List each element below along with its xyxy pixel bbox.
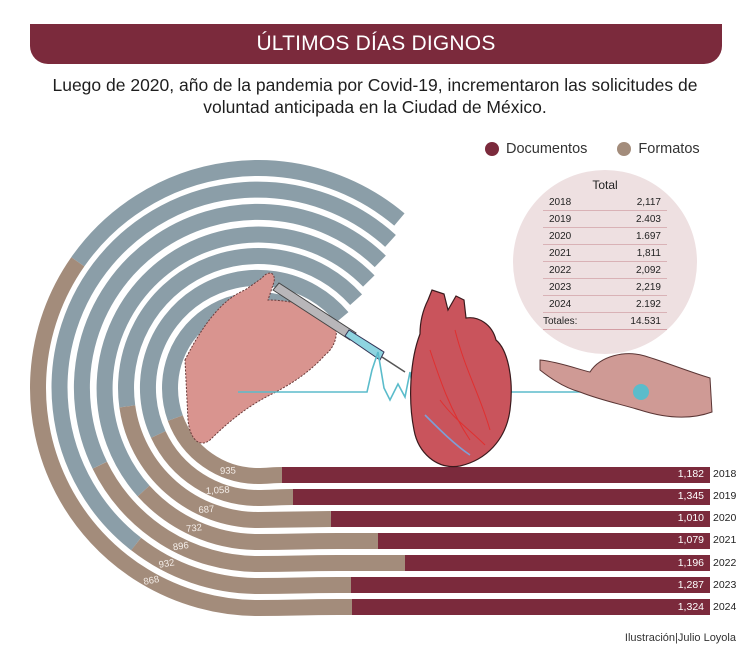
totals-value: 2.403 xyxy=(635,214,661,225)
totals-year: 2024 xyxy=(549,299,572,310)
documentos-value-2019: 1,345 xyxy=(677,490,704,502)
ring-2021: 732 xyxy=(96,226,710,551)
totals-row: 2023 2,219 xyxy=(543,279,667,296)
subtitle: Luego de 2020, año de la pandemia por Co… xyxy=(20,74,730,118)
legend-label-documentos: Documentos xyxy=(506,141,588,157)
totals-sum-row: Totales: 14.531 xyxy=(543,313,667,330)
pulse-dot-icon xyxy=(633,384,649,400)
ring-track-2021 xyxy=(96,226,375,497)
totals-year: 2021 xyxy=(549,248,572,259)
formatos-value-2019: 1,058 xyxy=(206,485,230,497)
documentos-dot-icon xyxy=(485,142,499,156)
year-label-2024: 2024 xyxy=(713,601,737,613)
documentos-value-2020: 1,010 xyxy=(677,512,704,524)
formatos-dot-icon xyxy=(617,142,632,156)
formatos-value-2023: 932 xyxy=(158,557,175,570)
formatos-segment-2024 xyxy=(30,257,352,617)
totals-row: 2022 2,092 xyxy=(543,262,667,279)
formatos-value-2021: 732 xyxy=(186,522,203,535)
year-label-2021: 2021 xyxy=(713,534,737,546)
totals-year: 2018 xyxy=(549,197,572,208)
totals-year: 2020 xyxy=(549,231,572,242)
legend-label-formatos: Formatos xyxy=(638,141,700,157)
documentos-value-2018: 1,182 xyxy=(677,468,704,480)
totals-year: 2023 xyxy=(549,282,572,293)
ring-2019: 1,058 xyxy=(139,269,710,507)
ring-track-2020 xyxy=(118,248,363,408)
holding-hands-illustration xyxy=(539,353,713,418)
ring-2022: 896 xyxy=(73,203,710,573)
hand-syringe-illustration xyxy=(184,272,406,444)
totals-row: 2020 1.697 xyxy=(543,228,667,245)
documentos-value-2024: 1,324 xyxy=(677,601,704,613)
year-label-2020: 2020 xyxy=(713,512,737,524)
syringe-barrel-icon xyxy=(272,282,357,341)
ring-2020: 687 xyxy=(118,248,710,529)
formatos-segment-2023 xyxy=(131,537,351,595)
totals-value: 2,219 xyxy=(635,282,661,293)
formatos-segment-2022 xyxy=(92,461,405,573)
year-label-2022: 2022 xyxy=(713,557,737,569)
documentos-value-2022: 1,196 xyxy=(677,557,704,569)
subtitle-line-2: voluntad anticipada en la Ciudad de Méxi… xyxy=(203,97,547,117)
totals-year: 2019 xyxy=(549,214,572,225)
formatos-segment-2018 xyxy=(167,415,283,485)
documentos-value-2021: 1,079 xyxy=(677,534,704,546)
formatos-segment-2021 xyxy=(137,485,378,551)
ring-track-2023 xyxy=(51,181,396,551)
totals-title: Total xyxy=(592,178,618,192)
ring-2024: 868 xyxy=(30,160,710,617)
heart-vessels-icon xyxy=(429,329,491,446)
heart-illustration xyxy=(410,289,512,468)
heart-icon xyxy=(410,289,512,468)
formatos-segment-2019 xyxy=(151,430,294,507)
year-label-2023: 2023 xyxy=(713,579,737,591)
subtitle-line-1: Luego de 2020, año de la pandemia por Co… xyxy=(52,75,698,95)
legend-item-documentos: Documentos xyxy=(485,141,587,157)
totals-table: Total 2018 2,117 2019 2.403 2020 1.697 2021… xyxy=(543,178,667,330)
ring-track-2019 xyxy=(139,269,349,438)
ring-track-2024 xyxy=(71,160,405,267)
totals-row: 2018 2,117 xyxy=(543,194,667,211)
formatos-value-2024: 868 xyxy=(143,574,161,588)
formatos-segment-2020 xyxy=(119,405,332,529)
totals-circle-background xyxy=(513,170,697,354)
syringe-liquid-icon xyxy=(344,329,385,361)
syringe-needle-icon xyxy=(381,356,406,373)
totals-value: 2,092 xyxy=(635,265,661,276)
illustration-credit: Ilustración|Julio Loyola xyxy=(624,632,736,644)
year-label-2019: 2019 xyxy=(713,490,737,502)
totals-sum-label: Totales: xyxy=(543,316,578,327)
totals-sum-value: 14.531 xyxy=(630,316,661,327)
ring-2023: 932 xyxy=(51,181,710,595)
formatos-value-2018: 935 xyxy=(220,465,236,477)
formatos-value-2020: 687 xyxy=(198,504,215,516)
hands-icon xyxy=(539,353,713,418)
totals-value: 1.697 xyxy=(635,231,661,242)
chart-rings: 868 932 896 732 687 1,058 935 xyxy=(30,160,710,617)
legend: Documentos Formatos xyxy=(485,141,700,157)
totals-year: 2022 xyxy=(549,265,572,276)
heart-vein-icon xyxy=(424,414,471,456)
title-banner: ÚLTIMOS DÍAS DIGNOS xyxy=(30,24,722,64)
totals-row: 2021 1,811 xyxy=(543,245,667,262)
ring-track-2022 xyxy=(73,203,386,469)
documentos-value-2023: 1,287 xyxy=(677,579,704,591)
formatos-value-2022: 896 xyxy=(172,540,189,553)
totals-row: 2024 2.192 xyxy=(543,296,667,313)
page-title: ÚLTIMOS DÍAS DIGNOS xyxy=(256,32,496,55)
totals-value: 1,811 xyxy=(636,248,661,259)
year-label-2018: 2018 xyxy=(713,468,737,480)
totals-value: 2.192 xyxy=(635,299,661,310)
legend-item-formatos: Formatos xyxy=(617,141,700,157)
totals-row: 2019 2.403 xyxy=(543,211,667,228)
totals-value: 2,117 xyxy=(636,197,661,208)
